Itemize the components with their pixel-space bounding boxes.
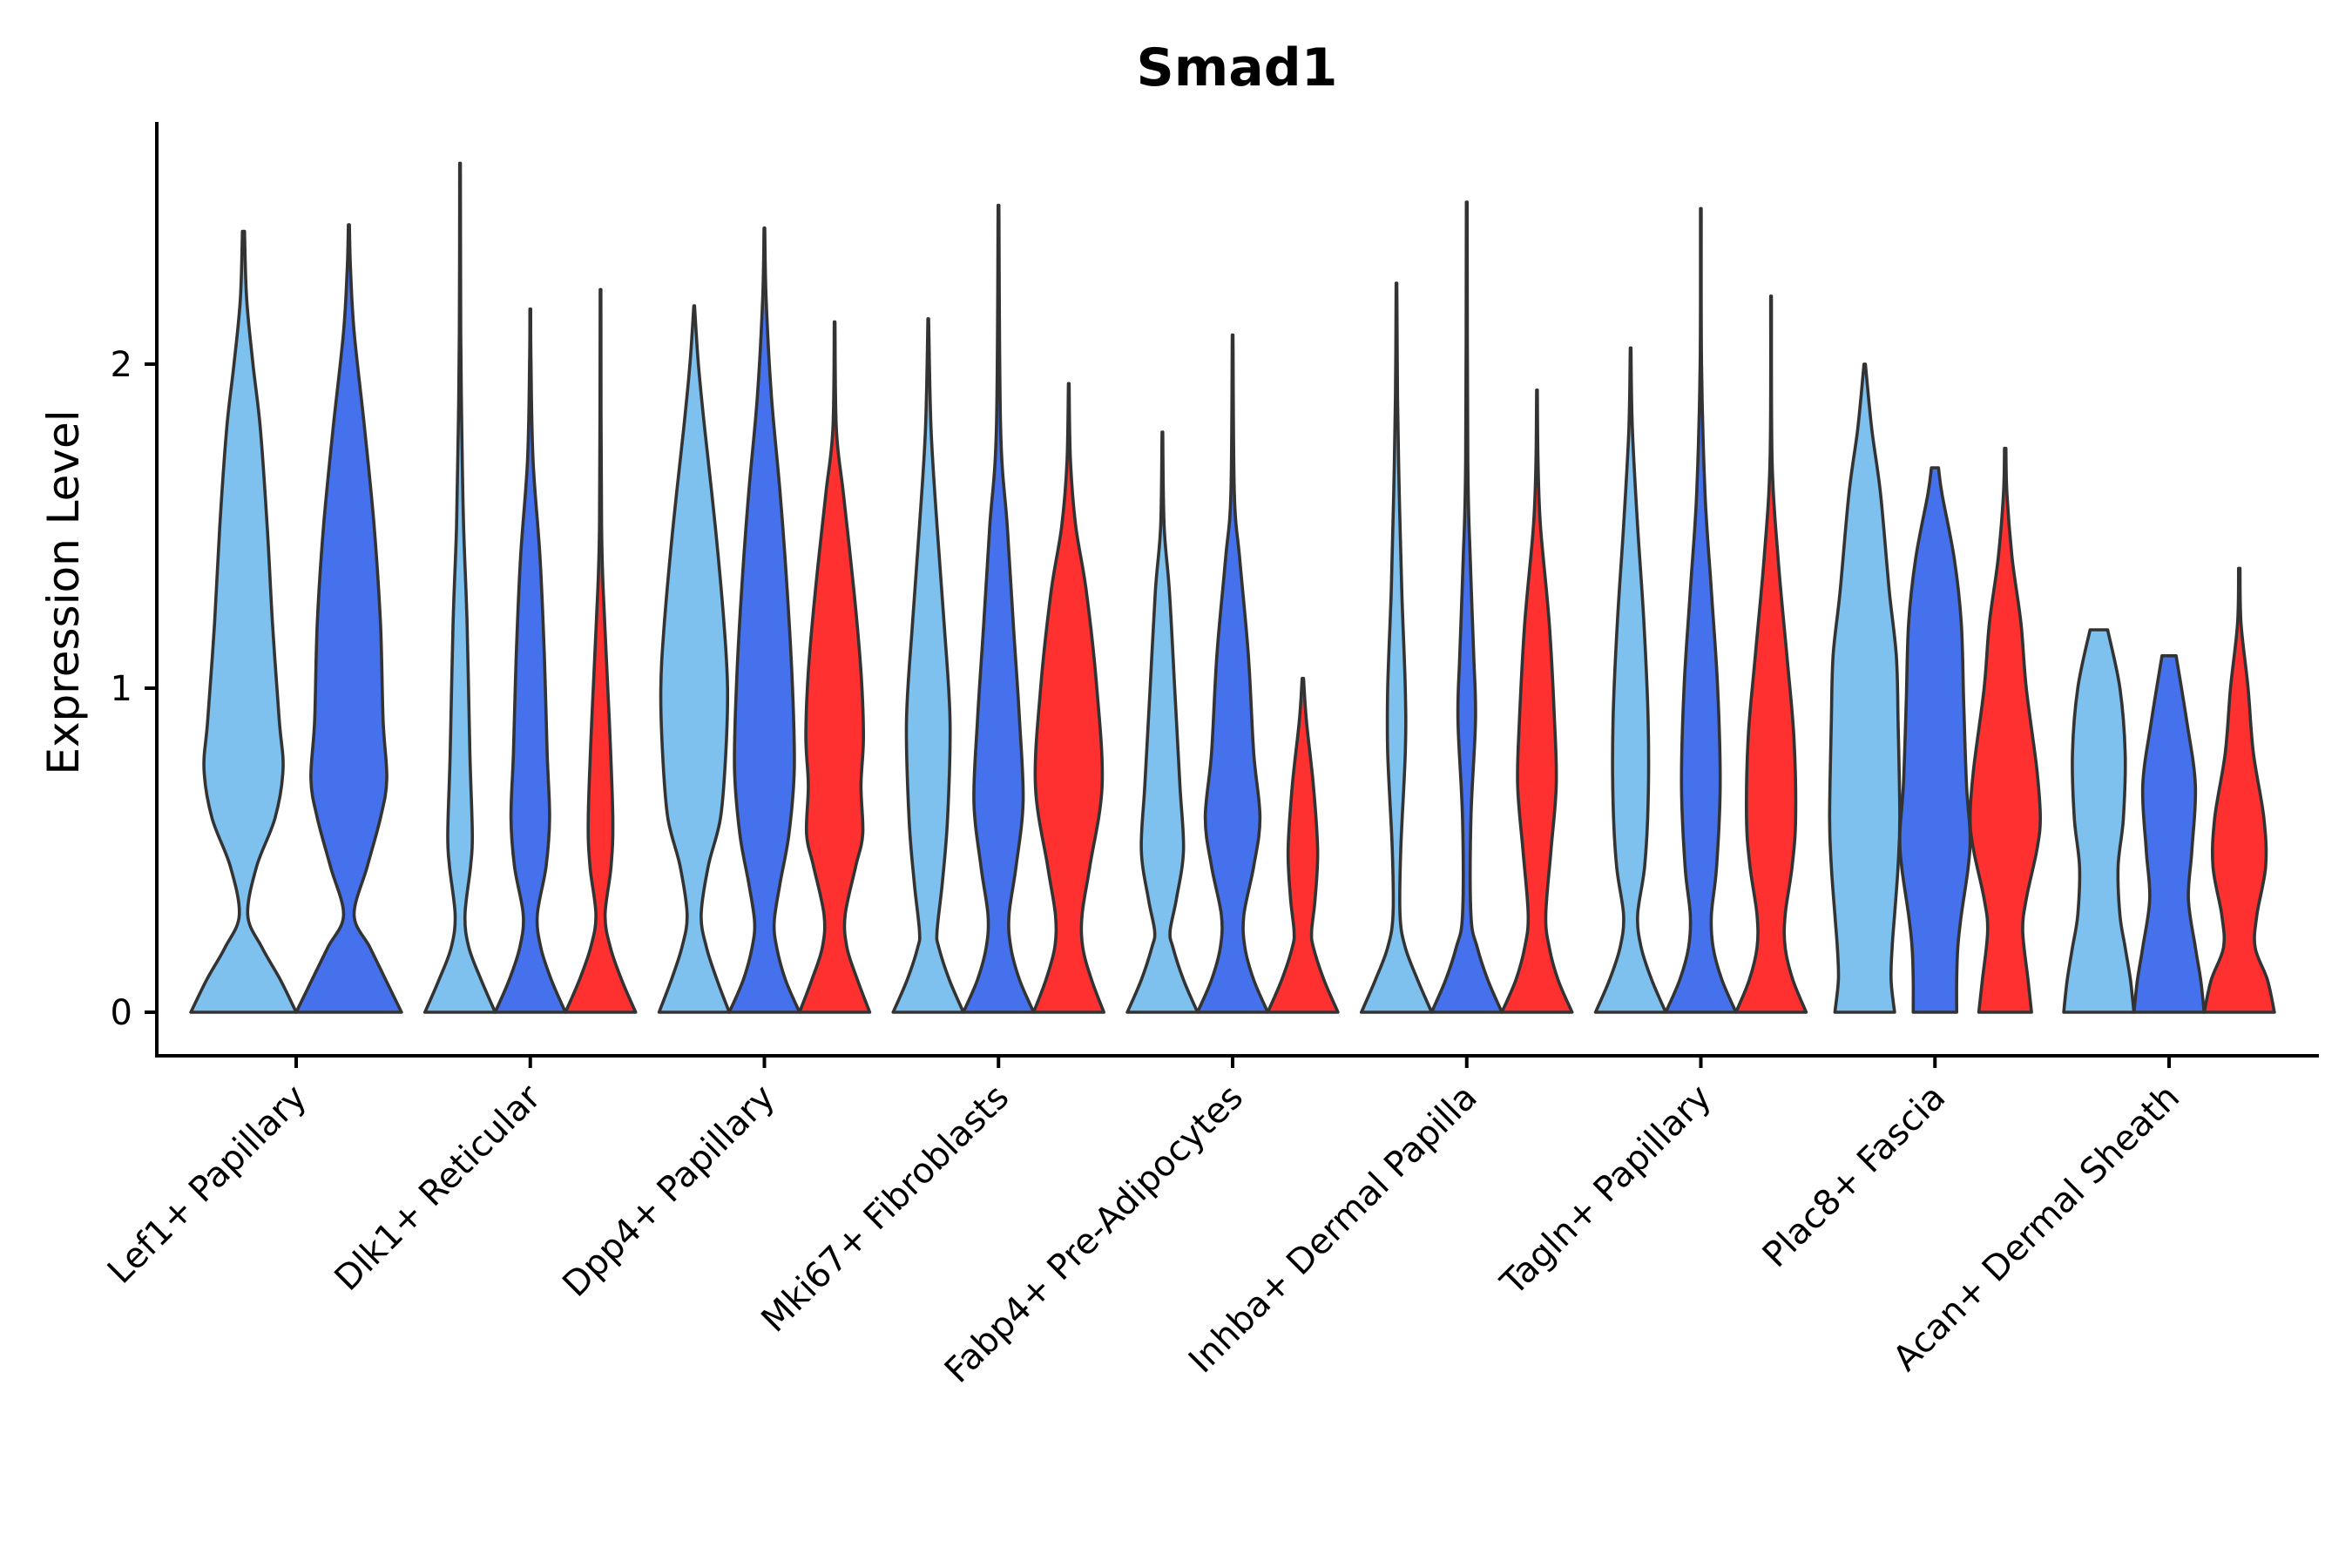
- y-tick-label: 0: [111, 993, 132, 1033]
- violin-2-0: [657, 304, 731, 1014]
- y-tick-label: 1: [111, 669, 132, 709]
- violin-6-0: [1593, 346, 1667, 1014]
- violin-0-0: [189, 229, 298, 1014]
- y-ticks: 0 1 2: [111, 345, 157, 1033]
- violin-1-1: [493, 308, 567, 1014]
- violin-5-0: [1360, 281, 1434, 1014]
- violin-1-0: [423, 161, 497, 1014]
- violin-3-2: [1031, 382, 1105, 1014]
- violin-6-1: [1664, 206, 1738, 1014]
- violin-8-1: [2132, 654, 2207, 1014]
- violin-7-2: [1968, 446, 2042, 1014]
- x-tick-label: Plac8+ Fascia: [1755, 1078, 1954, 1276]
- violin-8-0: [2062, 628, 2136, 1014]
- violins-layer: [189, 161, 2276, 1014]
- violin-7-1: [1898, 466, 1972, 1014]
- y-axis-label: Expression Level: [38, 409, 89, 774]
- violin-2-1: [727, 226, 801, 1014]
- chart-title: Smad1: [1137, 37, 1338, 98]
- y-tick-label: 2: [111, 345, 132, 385]
- violin-4-0: [1125, 430, 1200, 1014]
- x-tick-label: Lef1+ Papillary: [100, 1078, 314, 1292]
- x-tick-label: Dpp4+ Papillary: [555, 1078, 782, 1305]
- violin-4-1: [1195, 333, 1270, 1014]
- x-tick-label: Mki67+ Fibroblasts: [754, 1078, 1017, 1341]
- violin-3-1: [962, 203, 1036, 1014]
- violin-5-2: [1500, 389, 1574, 1014]
- violin-4-2: [1266, 677, 1340, 1014]
- violin-2-2: [798, 320, 872, 1014]
- violin-8-2: [2202, 566, 2276, 1014]
- x-tick-label: Tagln+ Papillary: [1493, 1078, 1720, 1304]
- x-tick-label: Dlk1+ Reticular: [328, 1077, 550, 1299]
- violin-3-0: [891, 317, 965, 1014]
- violin-6-2: [1734, 294, 1808, 1014]
- x-ticks: Lef1+ Papillary Dlk1+ Reticular Dpp4+ Papi…: [100, 1056, 2187, 1391]
- violin-7-0: [1828, 362, 1902, 1014]
- violin-1-2: [564, 287, 638, 1014]
- violin-0-1: [294, 223, 403, 1014]
- violin-5-1: [1429, 200, 1504, 1014]
